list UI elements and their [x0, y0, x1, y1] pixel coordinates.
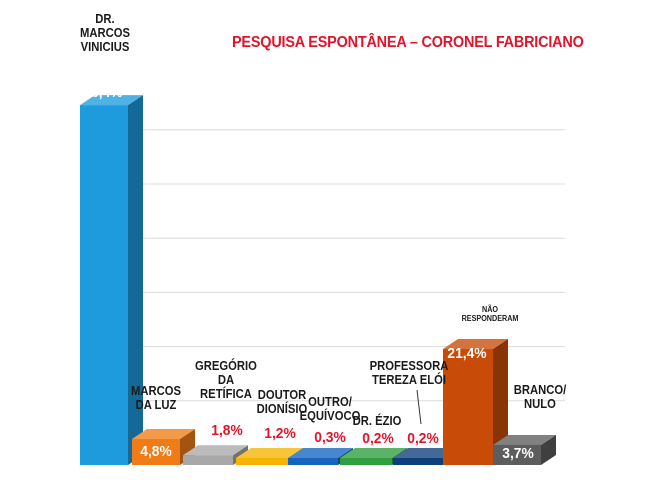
category-label: DOUTOR DIONÍSIO: [256, 388, 308, 416]
data-label: 4,8%: [140, 443, 172, 460]
bar-front: [393, 458, 445, 465]
data-label: 0,2%: [362, 430, 394, 447]
bar-side: [128, 95, 143, 465]
bar-front: [183, 455, 233, 465]
bar-front: [236, 458, 288, 465]
category-label: NÃO RESPONDERAM: [461, 305, 519, 323]
bar-top: [80, 95, 143, 106]
bar-top: [443, 339, 508, 350]
category-label: GREGÓRIO DA RETÍFICA: [195, 359, 257, 401]
bar: [132, 428, 195, 465]
bar-top: [183, 445, 248, 456]
category-label: BRANCO/ NULO: [513, 383, 567, 411]
data-label: 1,8%: [211, 422, 243, 439]
bar-front: [443, 349, 493, 465]
bar-top: [493, 434, 556, 445]
category-label: PROFESSORA TEREZA ELÓI: [369, 359, 449, 387]
data-label: 66,4%: [83, 84, 123, 101]
data-label: 0,3%: [314, 429, 346, 446]
category-label: DR. ÉZIO: [352, 414, 402, 428]
category-label: MARCOS DA LUZ: [130, 384, 182, 412]
data-label: 1,2%: [264, 425, 296, 442]
bar-side: [541, 434, 556, 465]
bar-front: [80, 105, 128, 465]
bar-side: [493, 339, 508, 465]
category-label: DR. MARCOS VINICIUS: [79, 12, 131, 54]
bar: [493, 434, 556, 465]
bar-front: [493, 444, 541, 465]
bar-front: [132, 438, 180, 465]
bar: [443, 339, 508, 465]
bar-top: [288, 448, 353, 458]
bar-front: [340, 458, 392, 465]
data-label: 3,7%: [502, 445, 534, 462]
bar-top: [340, 448, 407, 458]
bar-top: [132, 428, 195, 439]
bar-front: [288, 458, 338, 465]
data-label: 21,4%: [447, 345, 487, 362]
chart-title: PESQUISA ESPONTÂNEA – CORONEL FABRICIANO: [232, 34, 584, 51]
data-label: 0,2%: [407, 430, 439, 447]
leader-line: [416, 389, 422, 425]
category-label: OUTRO/ EQUÍVOCO: [299, 395, 361, 423]
bar-top: [236, 448, 303, 458]
bar: [80, 95, 143, 465]
